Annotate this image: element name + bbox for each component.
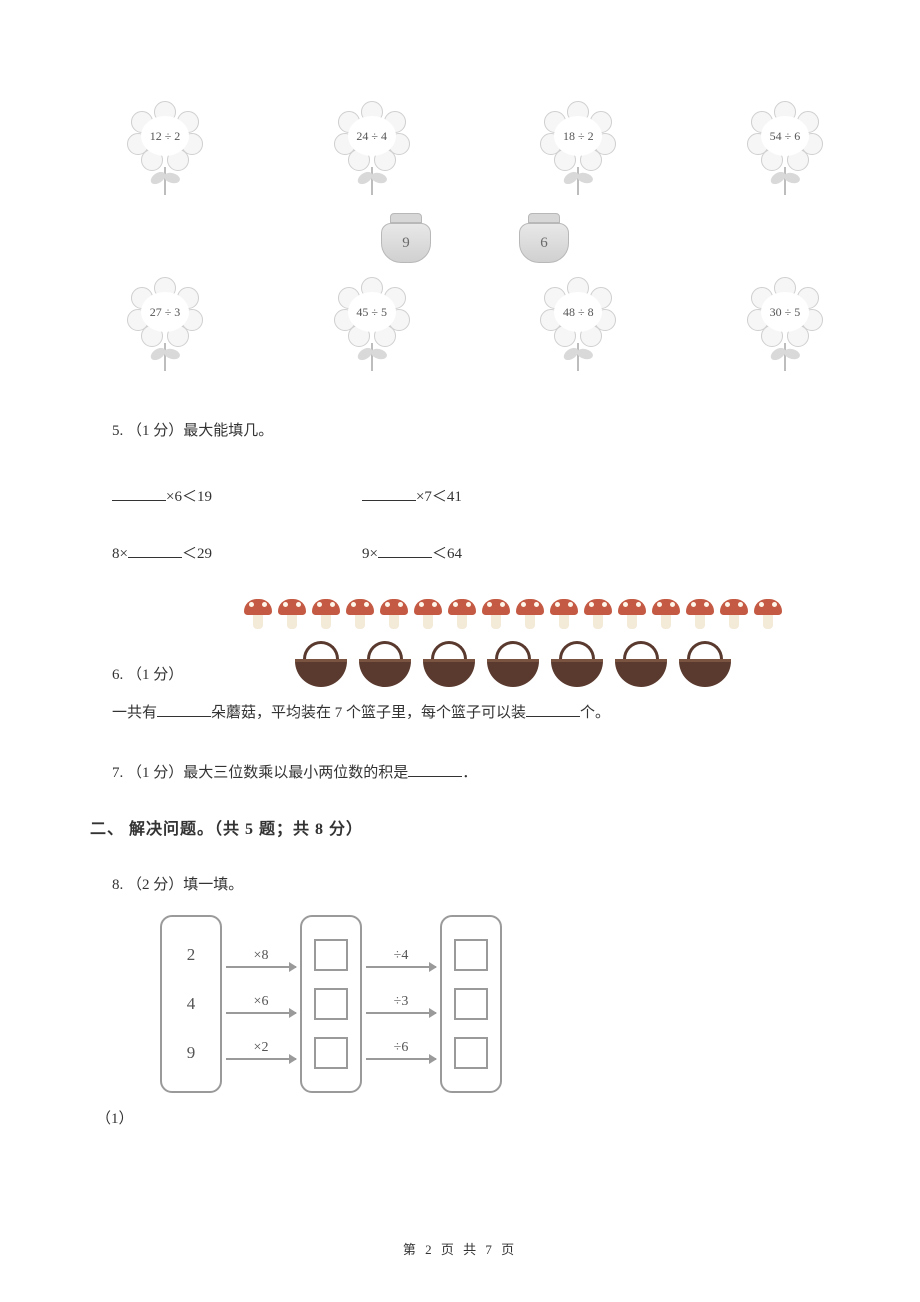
flower-expression: 48 ÷ 8 (554, 292, 602, 332)
basket-icon (612, 641, 670, 687)
arrow: ÷6 (362, 1040, 440, 1060)
arrow-op-label: ÷3 (394, 994, 409, 1010)
mushroom-icon (277, 599, 307, 629)
arrow-op-label: ÷6 (394, 1040, 409, 1056)
flower: 24 ÷ 4 (327, 105, 417, 195)
flower: 48 ÷ 8 (533, 281, 623, 371)
mushroom-icon (311, 599, 341, 629)
pot: 9 (377, 213, 435, 263)
arrow-op-label: ÷4 (394, 948, 409, 964)
mushroom-icon (345, 599, 375, 629)
question-6-label: 6. （1 分） (112, 663, 183, 687)
blank-box (314, 1037, 348, 1069)
flower-expression: 45 ÷ 5 (348, 292, 396, 332)
pot-value: 9 (381, 223, 431, 263)
chain-diagram: 2 4 9 ×8 ×6 ×2 ÷4 ÷3 ÷6 (160, 915, 830, 1093)
blank-box (314, 939, 348, 971)
mushroom-icon (685, 599, 715, 629)
pot-value: 6 (519, 223, 569, 263)
basket-icon (356, 641, 414, 687)
chain-input-value: 9 (187, 1043, 196, 1063)
mushroom-icon (243, 599, 273, 629)
mushroom-icon (481, 599, 511, 629)
basket-icon (676, 641, 734, 687)
arrow-op-label: ×2 (254, 1040, 269, 1056)
mushroom-icon (583, 599, 613, 629)
flower: 27 ÷ 3 (120, 281, 210, 371)
arrow-op-label: ×6 (254, 994, 269, 1010)
mushroom-icon (651, 599, 681, 629)
flower-expression: 30 ÷ 5 (761, 292, 809, 332)
mushroom-icon (719, 599, 749, 629)
flower-expression: 12 ÷ 2 (141, 116, 189, 156)
arrow: ÷4 (362, 948, 440, 968)
blank-box (454, 939, 488, 971)
mushroom-basket-figure (195, 599, 830, 687)
flower: 45 ÷ 5 (327, 281, 417, 371)
blank-box (314, 988, 348, 1020)
chain-input-value: 2 (187, 945, 196, 965)
basket-icon (292, 641, 350, 687)
flower-expression: 27 ÷ 3 (141, 292, 189, 332)
arrow: ×2 (222, 1040, 300, 1060)
mushroom-icon (617, 599, 647, 629)
mushroom-icon (413, 599, 443, 629)
flower-expression: 24 ÷ 4 (348, 116, 396, 156)
basket-icon (548, 641, 606, 687)
chain-input-value: 4 (187, 994, 196, 1014)
question-5-blanks: ×6＜19 ×7＜41 8×＜29 9×＜64 (112, 485, 830, 563)
flower-expression: 18 ÷ 2 (554, 116, 602, 156)
question-6-sentence: 一共有朵蘑菇，平均装在 7 个篮子里，每个篮子可以装个。 (112, 701, 830, 725)
pot: 6 (515, 213, 573, 263)
question-8-sub1: （1） (96, 1107, 830, 1128)
arrow-op-label: ×8 (254, 948, 269, 964)
question-7: 7. （1 分）最大三位数乘以最小两位数的积是． (112, 761, 830, 785)
mushroom-icon (549, 599, 579, 629)
mushroom-icon (447, 599, 477, 629)
section-2-heading: 二、 解决问题。（共 5 题；共 8 分） (90, 815, 830, 839)
basket-icon (484, 641, 542, 687)
flower: 12 ÷ 2 (120, 105, 210, 195)
flower: 54 ÷ 6 (740, 105, 830, 195)
arrow: ×8 (222, 948, 300, 968)
flower-expression: 54 ÷ 6 (761, 116, 809, 156)
mushroom-icon (379, 599, 409, 629)
page-footer: 第 2 页 共 7 页 (0, 1239, 920, 1258)
question-5-label: 5. （1 分）最大能填几。 (112, 419, 830, 443)
blank-box (454, 988, 488, 1020)
basket-icon (420, 641, 478, 687)
mushroom-icon (515, 599, 545, 629)
flower-pot-figure: 12 ÷ 2 24 ÷ 4 18 ÷ 2 54 ÷ 6 9 6 27 ÷ 3 45 ÷ 5… (120, 105, 830, 371)
arrow: ÷3 (362, 994, 440, 1014)
blank-box (454, 1037, 488, 1069)
flower: 30 ÷ 5 (740, 281, 830, 371)
arrow: ×6 (222, 994, 300, 1014)
question-8-label: 8. （2 分）填一填。 (112, 873, 830, 897)
mushroom-icon (753, 599, 783, 629)
flower: 18 ÷ 2 (533, 105, 623, 195)
